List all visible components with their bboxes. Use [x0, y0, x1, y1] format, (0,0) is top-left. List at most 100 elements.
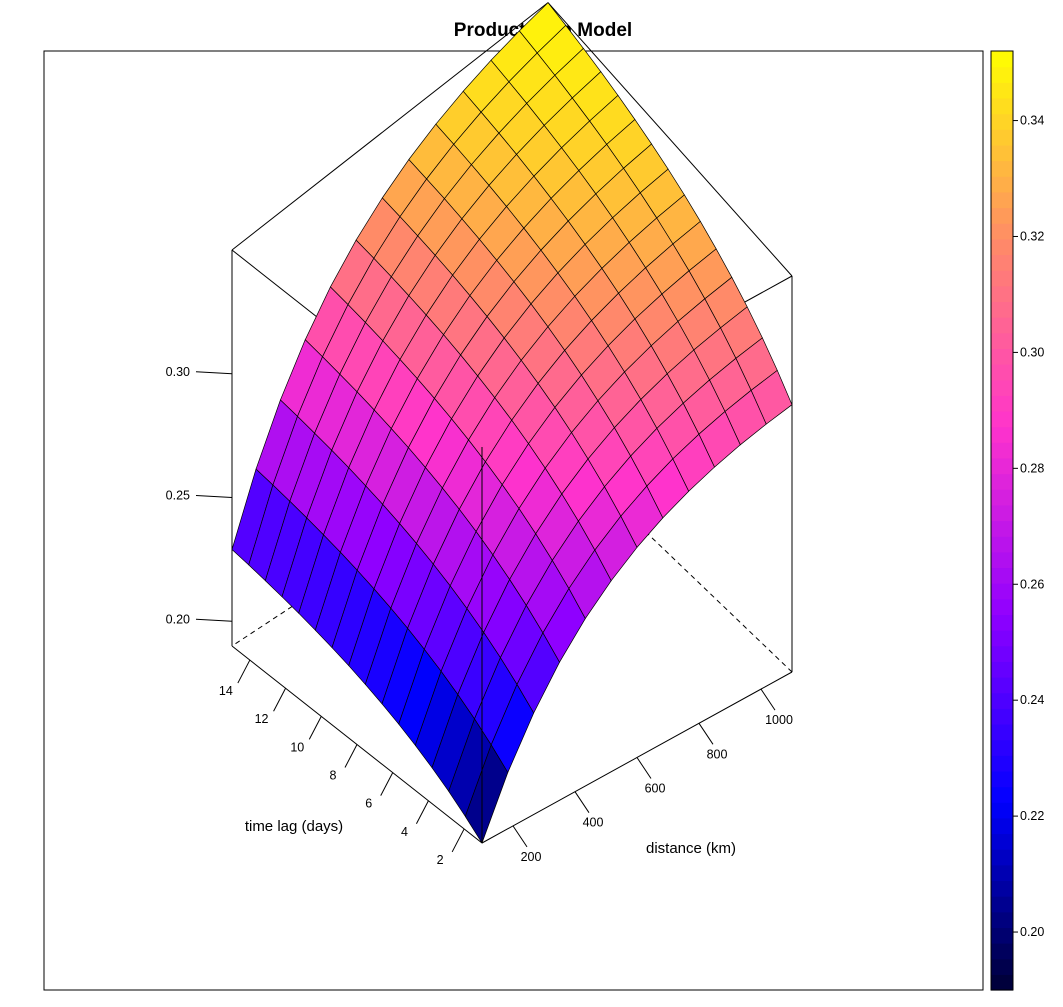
- time-lag-tick-label: 10: [290, 740, 304, 754]
- color-key-segment: [991, 442, 1013, 459]
- distance-tick-label: 800: [707, 747, 728, 761]
- z-tick-label: 0.25: [166, 489, 190, 503]
- color-key-segment: [991, 285, 1013, 302]
- surface: [231, 2, 793, 844]
- time-lag-tick-label: 6: [365, 797, 372, 811]
- color-key: 0.20 0.22 0.24 0.26 0.28 0.30 0.32 0.34: [990, 50, 1044, 991]
- color-key-segment: [991, 51, 1013, 68]
- color-key-segment: [991, 551, 1013, 569]
- color-key-segment: [991, 160, 1013, 177]
- surface-facet: [464, 744, 509, 844]
- color-key-segment: [991, 911, 1013, 928]
- color-key-segment: [991, 536, 1013, 553]
- color-key-segment: [991, 817, 1013, 835]
- z-tick-mark: [195, 618, 233, 622]
- color-key-tick-label: 0.28: [1020, 461, 1044, 475]
- box-edge: [231, 2, 549, 251]
- time-lag-tick-label: 8: [330, 769, 337, 783]
- z-tick-label: 0.20: [166, 612, 190, 626]
- color-key-segment: [991, 144, 1013, 162]
- distance-tick-mark: [512, 825, 528, 848]
- time-lag-tick-label: 2: [437, 853, 444, 867]
- color-key-segment: [991, 677, 1013, 694]
- color-key-segment: [991, 504, 1013, 522]
- color-key-segment: [991, 739, 1013, 756]
- color-key-segment: [991, 238, 1013, 256]
- color-key-segment: [991, 583, 1013, 600]
- color-key-frame: [990, 50, 1014, 991]
- z-tick-mark: [195, 495, 233, 498]
- color-key-segment: [991, 97, 1013, 115]
- x-axis-label: distance (km): [646, 840, 736, 857]
- distance-tick-label: 200: [521, 850, 542, 864]
- distance-tick-mark: [574, 791, 590, 813]
- color-key-segment: [991, 896, 1013, 913]
- color-key-segment: [991, 270, 1013, 287]
- color-key-segment: [991, 770, 1013, 788]
- color-key-segment: [991, 614, 1013, 631]
- color-key-segment: [991, 849, 1013, 866]
- distance-tick-label: 600: [645, 782, 666, 796]
- color-key-segment: [991, 332, 1013, 349]
- color-key-segment: [991, 473, 1013, 490]
- color-key-segment: [991, 301, 1013, 318]
- distance-tick-mark: [760, 688, 776, 711]
- time-lag-tick-mark: [415, 800, 429, 825]
- color-key-segment: [991, 348, 1013, 365]
- time-lag-tick-mark: [344, 744, 358, 768]
- distance-tick-label: 1000: [765, 713, 793, 727]
- color-key-segment: [991, 880, 1013, 897]
- y-axis-label: time lag (days): [245, 818, 343, 835]
- color-key-segment: [991, 630, 1013, 647]
- color-key-tick-label: 0.34: [1020, 114, 1044, 128]
- time-lag-tick-label: 12: [255, 712, 269, 726]
- color-key-segment: [991, 974, 1013, 991]
- color-key-tick-label: 0.26: [1020, 577, 1044, 591]
- time-lag-tick-mark: [237, 659, 251, 684]
- color-key-segment: [991, 191, 1013, 209]
- distance-axis: 200 400 600 800 1000: [481, 671, 793, 864]
- color-key-segment: [991, 254, 1013, 271]
- color-key-segment: [991, 489, 1013, 506]
- color-key-tick-label: 0.20: [1020, 925, 1044, 939]
- color-key-segment: [991, 755, 1013, 772]
- time-lag-tick-label: 4: [401, 825, 408, 839]
- color-key-segment: [991, 692, 1013, 709]
- color-key-segment: [991, 645, 1013, 662]
- time-lag-axis: 2 4 6 8 10 12 14: [219, 645, 483, 867]
- color-key-tick-label: 0.24: [1020, 693, 1044, 707]
- color-key-segment: [991, 317, 1013, 334]
- color-key-segment: [991, 661, 1013, 678]
- color-key-segment: [991, 207, 1013, 224]
- color-key-segment: [991, 864, 1013, 882]
- color-key-segment: [991, 520, 1013, 537]
- distance-tick-mark: [698, 723, 714, 745]
- color-key-segment: [991, 82, 1013, 99]
- color-key-segment: [991, 457, 1013, 475]
- color-key-segment: [991, 379, 1013, 396]
- time-lag-tick-mark: [451, 828, 465, 853]
- color-key-segment: [991, 833, 1013, 850]
- color-key-segment: [991, 66, 1013, 83]
- z-axis: 0.20 0.25 0.30: [166, 365, 233, 626]
- color-key-segment: [991, 786, 1013, 803]
- distance-tick-label: 400: [583, 816, 604, 830]
- time-lag-tick-mark: [380, 772, 394, 796]
- distance-tick-mark: [636, 757, 652, 779]
- z-tick-label: 0.30: [166, 365, 190, 379]
- color-key-tick-label: 0.32: [1020, 229, 1044, 243]
- color-key-segment: [991, 927, 1013, 944]
- color-key-segment: [991, 129, 1013, 146]
- color-key-segment: [991, 426, 1013, 443]
- time-lag-tick-label: 14: [219, 684, 233, 698]
- color-key-segment: [991, 958, 1013, 975]
- color-key-segment: [991, 223, 1013, 240]
- color-key-segment: [991, 395, 1013, 412]
- color-key-tick-label: 0.22: [1020, 809, 1044, 823]
- color-key-tick-label: 0.30: [1020, 345, 1044, 359]
- color-key-segment: [991, 598, 1013, 615]
- color-key-segment: [991, 943, 1013, 960]
- color-key-segment: [991, 802, 1013, 819]
- color-key-segment: [991, 364, 1013, 381]
